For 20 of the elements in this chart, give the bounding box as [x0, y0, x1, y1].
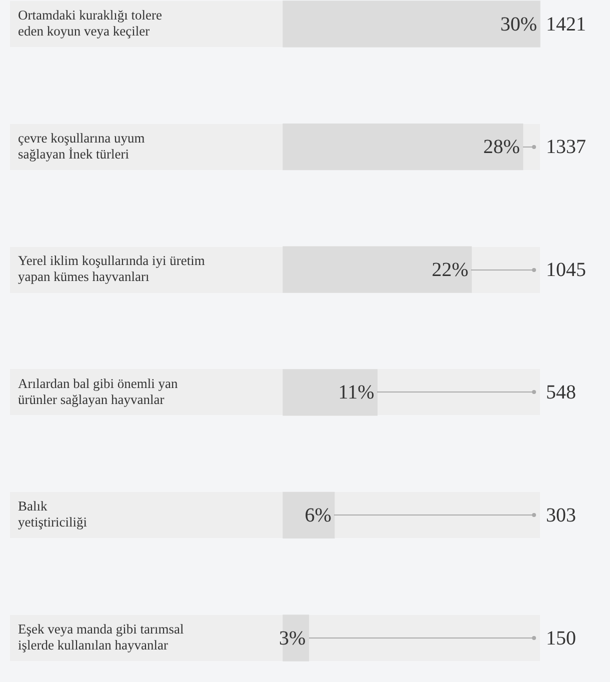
- data-label: 28%: [483, 136, 520, 158]
- text: 1045: [546, 258, 586, 281]
- y-tick-label: Eşek veya manda gibi tarımsal işlerde kullanılan hayvanlar: [18, 622, 184, 653]
- bar: [282, 369, 378, 416]
- data-label: 30%: [500, 13, 537, 36]
- y-tick-label: Balık yetiştiriciliği: [18, 498, 88, 530]
- data-label: 6%: [304, 504, 332, 526]
- data-label: 3%: [279, 627, 306, 650]
- text: 303: [546, 504, 576, 526]
- y-tick-label: çevre koşullarına uyum sağlayan İnek türleri: [18, 130, 146, 162]
- bar: [282, 492, 335, 539]
- y-tick-label: Ortamdaki kuraklığı tolere eden koyun veya keçiler: [18, 8, 162, 39]
- text: 1421: [546, 13, 586, 36]
- y-tick-label: Arılardan bal gibi önemli yan ürünler sağlayan hayvanlar: [18, 376, 178, 407]
- text: 150: [546, 627, 576, 650]
- text: 1337: [546, 136, 586, 158]
- data-label: 22%: [432, 258, 468, 281]
- y-tick-label: Yerel iklim koşullarında iyi üretim yapan kümes hayvanları: [18, 253, 206, 284]
- text: 548: [546, 382, 576, 404]
- data-label: 11%: [338, 382, 374, 404]
